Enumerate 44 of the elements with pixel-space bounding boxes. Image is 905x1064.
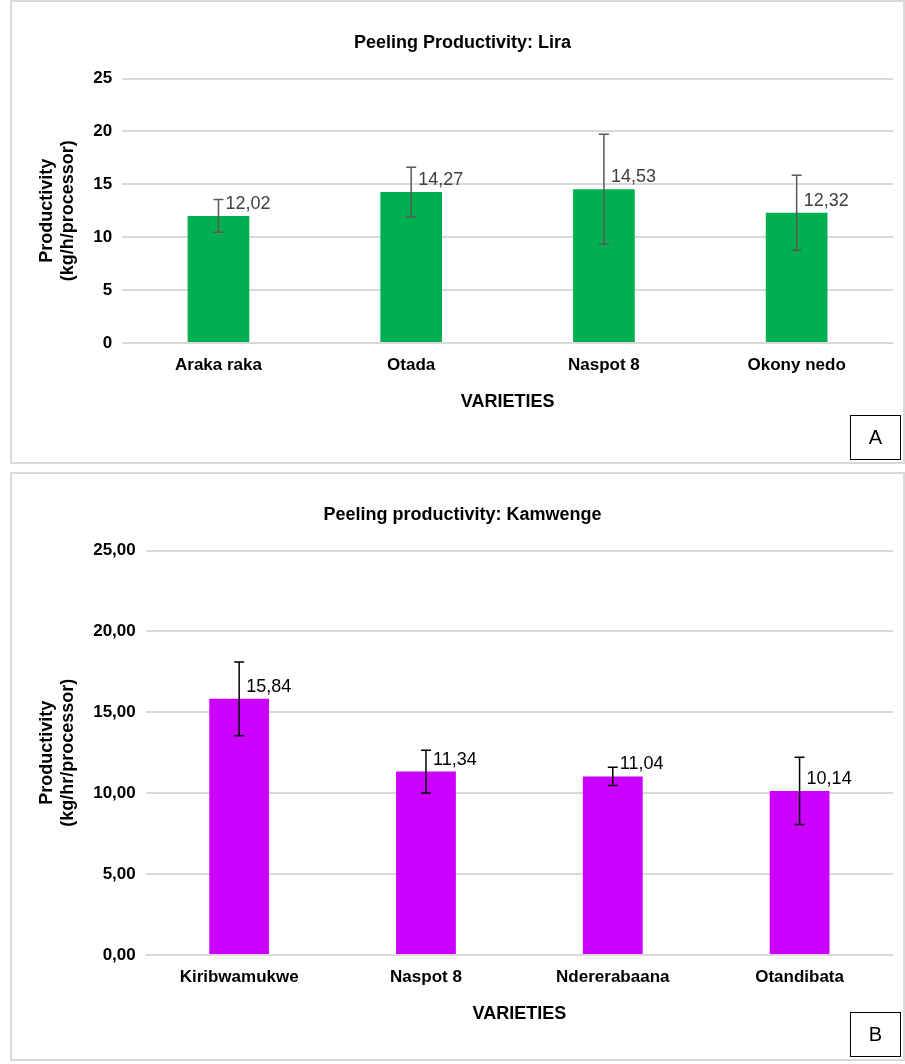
bar	[187, 215, 250, 342]
data-label: 14,53	[610, 166, 656, 187]
bar	[573, 189, 635, 342]
data-label: 11,34	[432, 748, 477, 769]
y-tick-label: 10,00	[93, 782, 136, 802]
x-tick-label: Kiribwamukwe	[179, 966, 299, 986]
x-tick-label: Otada	[387, 354, 436, 374]
x-tick-label: Naspot 8	[390, 966, 462, 986]
y-tick-label: 25,00	[93, 540, 136, 560]
data-label: 12,02	[225, 192, 271, 213]
bar	[582, 776, 643, 954]
data-label: 14,27	[418, 169, 464, 190]
y-tick-label: 0,00	[102, 944, 136, 964]
y-tick-label: 25	[93, 68, 113, 88]
data-label: 11,04	[619, 753, 664, 774]
y-tick-label: 10	[93, 226, 113, 246]
y-tick-label: 15	[93, 174, 113, 194]
x-tick-label: Naspot 8	[568, 354, 640, 374]
y-tick-label: 15,00	[93, 702, 136, 722]
y-tick-label: 20,00	[93, 621, 136, 641]
y-axis-title: Productivity (kg/h/processor)	[35, 140, 78, 282]
bar	[380, 192, 443, 342]
text: B	[849, 1012, 901, 1057]
bar	[769, 790, 830, 954]
data-label: 10,14	[806, 767, 852, 788]
x-axis-title: VARIETIES	[472, 1003, 567, 1024]
bar	[396, 771, 456, 954]
bar	[209, 698, 270, 954]
x-tick-label: Ndererabaana	[556, 966, 671, 986]
y-tick-label: 5	[102, 279, 113, 299]
x-tick-label: Okony nedo	[747, 354, 846, 374]
data-label: 15,84	[246, 675, 292, 696]
chart-title: Peeling Productivity: Lira	[353, 31, 573, 52]
chart-title: Peeling productivity: Kamwenge	[323, 503, 602, 524]
x-tick-label: Otandibata	[755, 966, 845, 986]
y-tick-label: 5,00	[102, 863, 136, 883]
bar	[765, 212, 828, 342]
y-tick-label: 20	[93, 121, 113, 141]
x-tick-label: Araka raka	[174, 354, 263, 374]
y-tick-label: 0	[102, 332, 113, 352]
y-axis-title: Productivity (kg/hr/processor)	[35, 678, 78, 827]
x-axis-title: VARIETIES	[460, 391, 555, 412]
text: A	[849, 415, 901, 460]
data-label: 12,32	[803, 189, 849, 210]
